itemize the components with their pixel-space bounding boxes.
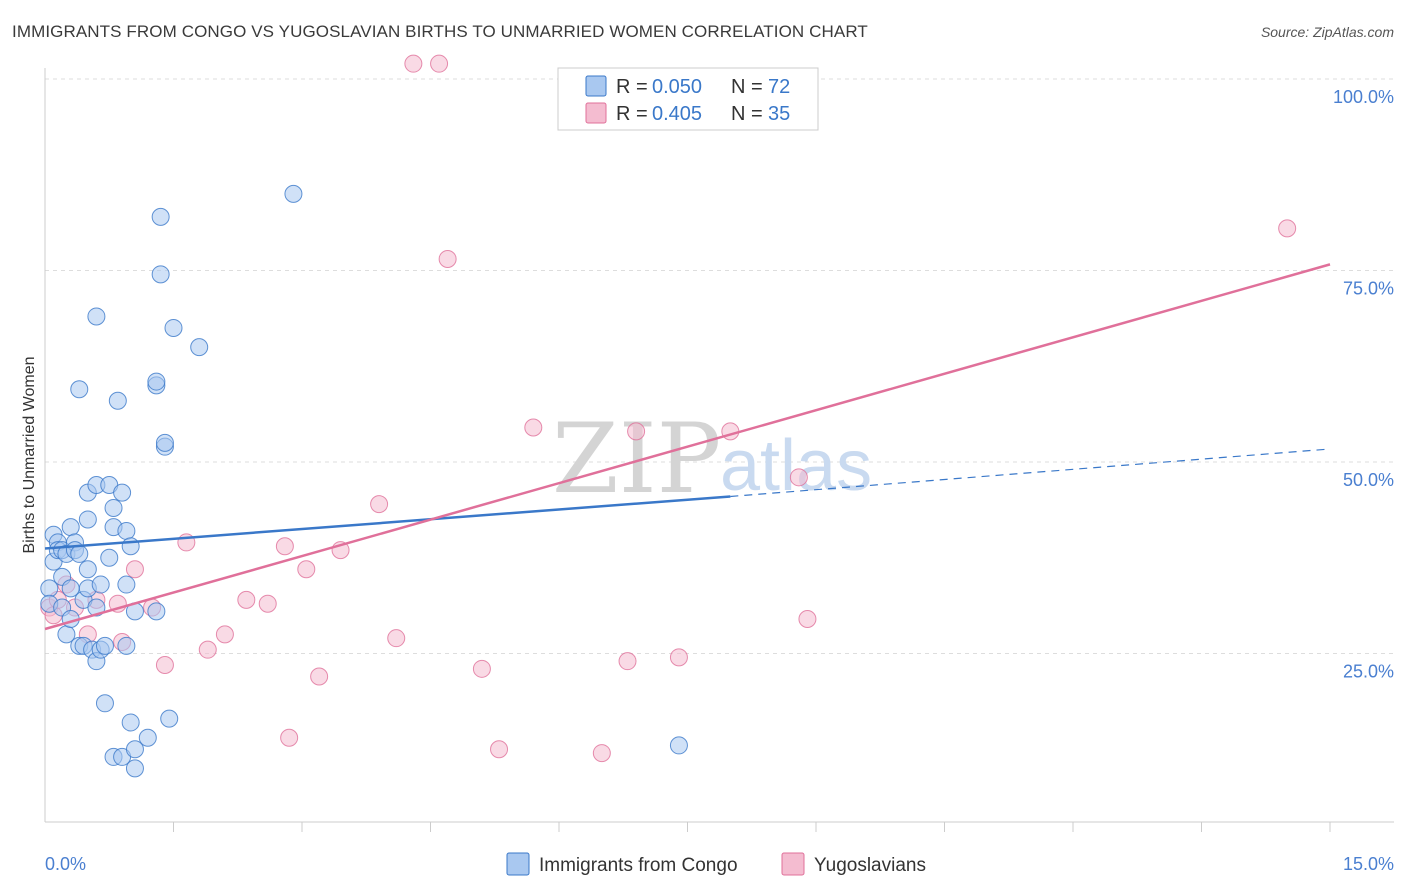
yugoslavians-point — [490, 740, 509, 759]
congo-trend-extension — [730, 448, 1331, 498]
trend-lines — [44, 263, 1331, 631]
congo-point — [147, 602, 166, 621]
legend-r-label-2: R = — [616, 103, 648, 125]
congo-point — [91, 575, 110, 594]
yugoslavians-point — [592, 744, 611, 763]
watermark-zip: ZIP — [552, 403, 721, 515]
congo-point — [70, 380, 89, 399]
congo-point — [87, 307, 106, 326]
congo-point — [117, 636, 136, 655]
yugoslavians-point — [215, 625, 234, 644]
congo-point — [284, 184, 303, 203]
legend-box: R = 0.050 N = 72 R = 0.405 N = 35 — [557, 67, 819, 131]
yugoslavians-point — [789, 468, 808, 487]
legend-n-value-2: 35 — [768, 103, 790, 125]
bottom-legend-swatch-pink — [781, 852, 805, 876]
legend-swatch-blue — [585, 75, 607, 97]
y-tick-label-100: 100.0% — [1333, 87, 1394, 107]
congo-point — [121, 713, 140, 732]
y-tick-label-75: 75.0% — [1343, 279, 1394, 299]
y-tick-label-50: 50.0% — [1343, 470, 1394, 490]
congo-point — [78, 510, 97, 529]
congo-point — [138, 728, 157, 747]
yugoslavians-point — [155, 655, 174, 674]
legend-n-value-1: 72 — [768, 76, 790, 98]
congo-point — [113, 483, 132, 502]
congo-point — [117, 575, 136, 594]
yugoslavians-point — [370, 495, 389, 514]
congo-point — [87, 598, 106, 617]
congo-point — [160, 709, 179, 728]
legend-swatch-pink — [585, 102, 607, 124]
legend-r-value-1: 0.050 — [652, 76, 702, 98]
congo-point — [78, 560, 97, 579]
congo-point — [125, 759, 144, 778]
yugoslavians-point — [258, 594, 277, 613]
watermark-atlas: atlas — [720, 426, 872, 506]
congo-points — [40, 184, 688, 778]
source-label: Source: ZipAtlas.com — [1260, 24, 1394, 40]
legend-n-label-2: N = — [731, 103, 763, 125]
yugoslavians-point — [310, 667, 329, 686]
congo-point — [125, 740, 144, 759]
congo-point — [104, 498, 123, 517]
congo-point — [95, 636, 114, 655]
legend-r-label-1: R = — [616, 76, 648, 98]
yugoslavians-point — [472, 659, 491, 678]
congo-point — [61, 518, 80, 537]
congo-point — [669, 736, 688, 755]
congo-point — [151, 265, 170, 284]
yugoslavians-point — [387, 629, 406, 648]
yugoslavians-point — [125, 560, 144, 579]
legend-r-value-2: 0.405 — [652, 103, 702, 125]
yugoslavians-point — [438, 250, 457, 269]
yugoslavians-point — [524, 418, 543, 437]
chart-title: IMMIGRANTS FROM CONGO VS YUGOSLAVIAN BIR… — [12, 22, 868, 41]
congo-point — [147, 372, 166, 391]
y-tick-label-25: 25.0% — [1343, 662, 1394, 682]
yugoslavians-point — [280, 728, 299, 747]
axes — [44, 68, 1394, 832]
yugoslavians-point — [430, 54, 449, 73]
bottom-legend-label-2: Yugoslavians — [814, 855, 926, 876]
congo-point — [70, 544, 89, 563]
legend-n-label-1: N = — [731, 76, 763, 98]
bottom-legend-label-1: Immigrants from Congo — [539, 855, 738, 876]
congo-point — [100, 548, 119, 567]
congo-point — [155, 433, 174, 452]
x-tick-label-min: 0.0% — [45, 854, 86, 874]
yugoslavians-point — [297, 560, 316, 579]
y-axis-label: Births to Unmarried Women — [21, 356, 38, 553]
congo-point — [95, 694, 114, 713]
congo-point — [121, 537, 140, 556]
bottom-legend-swatch-blue — [506, 852, 530, 876]
congo-point — [151, 207, 170, 226]
yugoslavians-point — [1278, 219, 1297, 238]
yugoslavians-point — [669, 648, 688, 667]
yugoslavians-trend-line — [44, 263, 1331, 631]
yugoslavians-point — [618, 652, 637, 671]
yugoslavians-point — [237, 590, 256, 609]
congo-point — [108, 391, 127, 410]
yugoslavians-point — [627, 422, 646, 441]
watermark: ZIP atlas — [552, 403, 872, 515]
yugoslavians-point — [798, 610, 817, 629]
x-tick-label-max: 15.0% — [1343, 854, 1394, 874]
gridlines — [45, 78, 1394, 654]
congo-point — [164, 318, 183, 337]
bottom-legend: Immigrants from Congo Yugoslavians — [506, 852, 926, 876]
yugoslavians-point — [404, 54, 423, 73]
congo-trend-line — [44, 495, 731, 550]
y-tick-labels: 25.0% 50.0% 75.0% 100.0% — [1333, 87, 1394, 682]
congo-point — [190, 338, 209, 357]
yugoslavians-point — [275, 537, 294, 556]
congo-point — [117, 521, 136, 540]
yugoslavians-point — [198, 640, 217, 659]
